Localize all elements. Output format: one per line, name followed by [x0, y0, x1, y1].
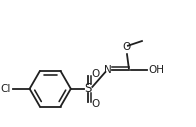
- Text: OH: OH: [149, 65, 164, 75]
- Text: S: S: [84, 82, 91, 95]
- Text: O: O: [91, 69, 100, 79]
- Text: O: O: [91, 99, 100, 109]
- Text: Cl: Cl: [1, 84, 11, 94]
- Text: N: N: [104, 65, 112, 75]
- Text: O: O: [123, 42, 131, 52]
